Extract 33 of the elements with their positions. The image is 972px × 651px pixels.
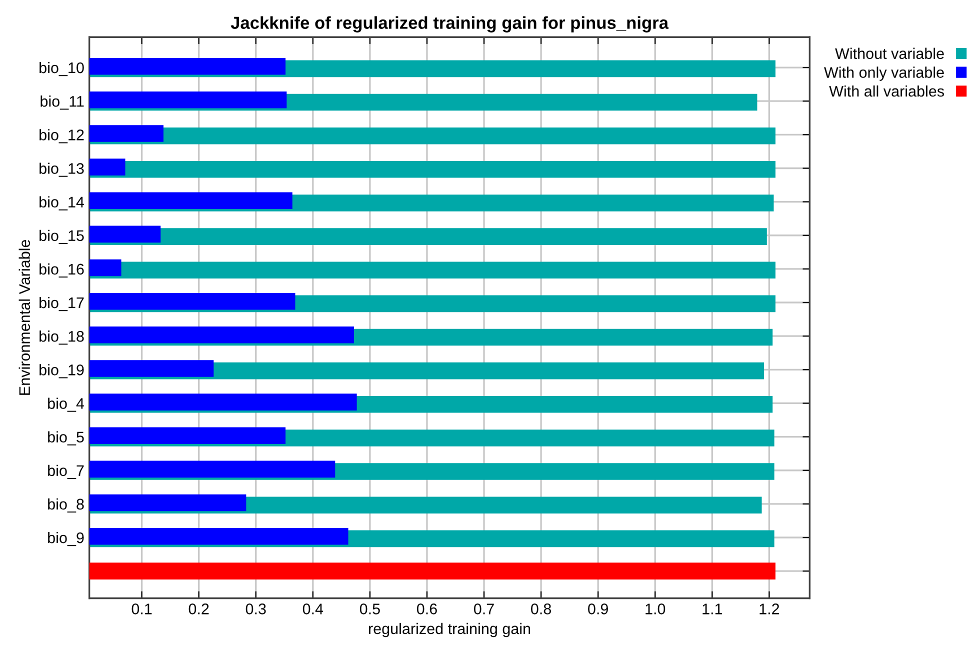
x-tick-label: 0.3 xyxy=(246,604,266,614)
y-axis-title: Environmental Variable xyxy=(18,240,30,395)
y-tick-label: bio_18 xyxy=(40,330,84,345)
x-tick-label: 0.6 xyxy=(416,604,437,614)
y-tick-label: bio_8 xyxy=(48,498,84,513)
x-tick-label: 1.0 xyxy=(646,604,666,614)
x-axis-title: regularized training gain xyxy=(368,622,530,638)
x-tick-label: 0.2 xyxy=(188,604,209,614)
y-tick-label: bio_15 xyxy=(40,230,84,244)
x-tick-label: 0.9 xyxy=(588,604,608,614)
y-tick-label: bio_9 xyxy=(48,532,84,546)
legend-label: With all variables xyxy=(829,85,944,97)
y-tick-label: bio_4 xyxy=(48,398,84,412)
legend-label: With only variable xyxy=(824,66,944,81)
y-tick-label: bio_10 xyxy=(40,62,84,76)
x-tick-label: 0.7 xyxy=(474,604,494,614)
x-tick-label: 0.5 xyxy=(360,604,380,614)
y-tick-label: bio_16 xyxy=(40,263,84,278)
x-tick-label: 1.1 xyxy=(702,604,722,614)
y-tick-label: bio_19 xyxy=(40,364,84,378)
x-tick-label: 0.8 xyxy=(531,604,551,614)
y-tick-label: bio_14 xyxy=(40,196,84,210)
y-tick-label: bio_7 xyxy=(48,464,84,479)
chart-title: Jackknife of regularized training gain for pinus_nigra xyxy=(230,16,669,32)
x-tick-label: 0.4 xyxy=(302,604,324,614)
y-tick-label: bio_5 xyxy=(48,431,84,446)
y-tick-label: bio_12 xyxy=(40,129,84,144)
x-tick-label: 0.1 xyxy=(132,604,152,614)
x-tick-label: 1.2 xyxy=(760,604,780,614)
y-tick-label: bio_13 xyxy=(40,162,84,177)
y-tick-label: bio_11 xyxy=(40,96,84,110)
legend-label: Without variable xyxy=(835,48,944,60)
y-tick-label: bio_17 xyxy=(40,296,84,312)
